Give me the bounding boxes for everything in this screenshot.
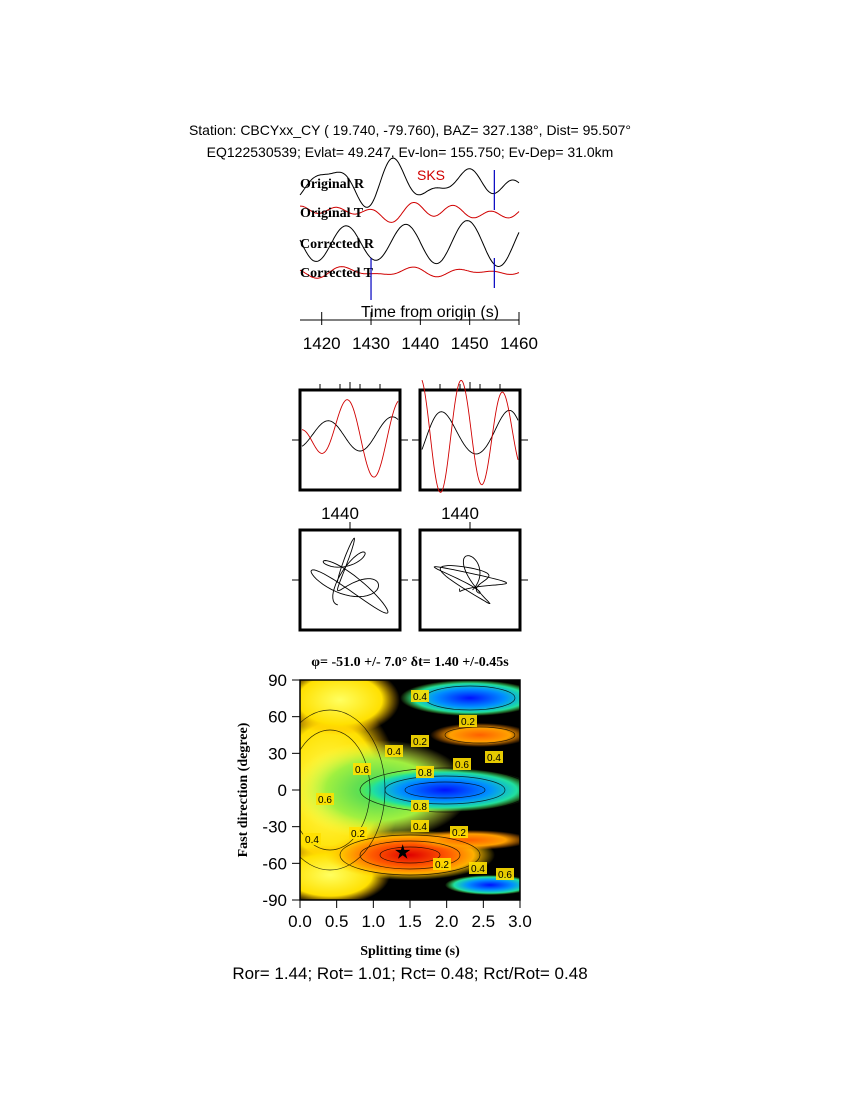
y-tick-label: -90	[262, 891, 287, 910]
contour-label-bg	[411, 735, 429, 747]
x-tick-label: 3.0	[508, 912, 532, 931]
x-tick-label: 1440	[321, 504, 359, 523]
trace	[301, 399, 399, 478]
header-line: Station: CBCYxx_CY ( 19.740, -79.760), B…	[189, 122, 631, 138]
contour-label: 0.4	[413, 822, 427, 833]
y-tick-label: -30	[262, 818, 287, 837]
particle-motion	[310, 537, 389, 614]
trace	[299, 157, 520, 208]
x-tick-label: 1.5	[398, 912, 422, 931]
x-tick-label: 1460	[500, 334, 538, 353]
contour-label: 0.8	[418, 768, 432, 779]
x-tick-label: 1420	[303, 334, 341, 353]
contour-label-bg	[496, 868, 514, 880]
trace	[301, 416, 399, 452]
contour-label: 0.2	[435, 860, 449, 871]
contour-label-bg	[411, 820, 429, 832]
contour-label: 0.8	[413, 802, 427, 813]
contour-label: 0.6	[355, 765, 369, 776]
y-tick-label: 90	[268, 671, 287, 690]
y-tick-label: 60	[268, 708, 287, 727]
contour-label: 0.4	[305, 835, 319, 846]
trace	[299, 220, 520, 268]
contour-label: 0.4	[413, 692, 427, 703]
y-tick-label: -60	[262, 854, 287, 873]
x-tick-label: 2.0	[435, 912, 459, 931]
contour-label-bg	[453, 758, 471, 770]
x-tick-label: 1430	[352, 334, 390, 353]
y-tick-label: 0	[278, 781, 287, 800]
trace	[299, 266, 520, 279]
contour-label: 0.4	[487, 753, 501, 764]
contour-label-bg	[411, 800, 429, 812]
contour-label: 0.2	[351, 829, 365, 840]
map-title: φ= -51.0 +/- 7.0° δt= 1.40 +/-0.45s	[311, 655, 509, 670]
contour-label-bg	[353, 763, 371, 775]
contour-label: 0.2	[452, 828, 466, 839]
contour-label-bg	[469, 862, 487, 874]
contour-label-bg	[303, 833, 321, 845]
best-fit-star	[395, 844, 411, 859]
contour-label: 0.2	[413, 737, 427, 748]
trace	[421, 409, 519, 455]
y-tick-label: 30	[268, 744, 287, 763]
header-line: EQ122530539; Evlat= 49.247, Ev-lon= 155.…	[207, 144, 614, 160]
x-tick-label: 1440	[441, 504, 479, 523]
x-tick-label: 2.5	[472, 912, 496, 931]
x-axis-title: Splitting time (s)	[360, 944, 460, 959]
contour-label: 0.6	[455, 760, 469, 771]
contour-label-bg	[416, 766, 434, 778]
contour-label: 0.6	[318, 795, 332, 806]
contour-label-bg	[316, 793, 334, 805]
contour-label-bg	[485, 751, 503, 763]
contour-label: 0.4	[471, 864, 485, 875]
particle-motion	[433, 555, 507, 605]
trace-label: Corrected R	[300, 237, 375, 252]
contour-label-bg	[385, 745, 403, 757]
contour-label-bg	[433, 858, 451, 870]
trace	[421, 379, 519, 493]
contour-label-bg	[459, 715, 477, 727]
x-tick-label: 0.5	[325, 912, 349, 931]
contour-label: 0.6	[498, 870, 512, 881]
phase-label: SKS	[417, 167, 445, 183]
contour-label-bg	[349, 827, 367, 839]
contour-label: 0.4	[387, 747, 401, 758]
footer: Ror= 1.44; Rot= 1.01; Rct= 0.48; Rct/Rot…	[232, 964, 587, 983]
axis-title: Time from origin (s)	[361, 304, 499, 321]
x-tick-label: 1450	[451, 334, 489, 353]
trace	[300, 202, 520, 223]
contour-label: 0.2	[461, 717, 475, 728]
x-tick-label: 1440	[401, 334, 439, 353]
trace-label: Corrected T	[300, 266, 374, 281]
trace-label: Original T	[300, 206, 364, 221]
contour-label-bg	[411, 690, 429, 702]
trace-label: Original R	[300, 177, 365, 192]
contour-label-bg	[450, 826, 468, 838]
x-tick-label: 0.0	[288, 912, 312, 931]
panel-frame	[298, 388, 402, 492]
misfit-map	[300, 680, 520, 900]
x-tick-label: 1.0	[362, 912, 386, 931]
y-axis-title: Fast direction (degree)	[236, 722, 251, 857]
